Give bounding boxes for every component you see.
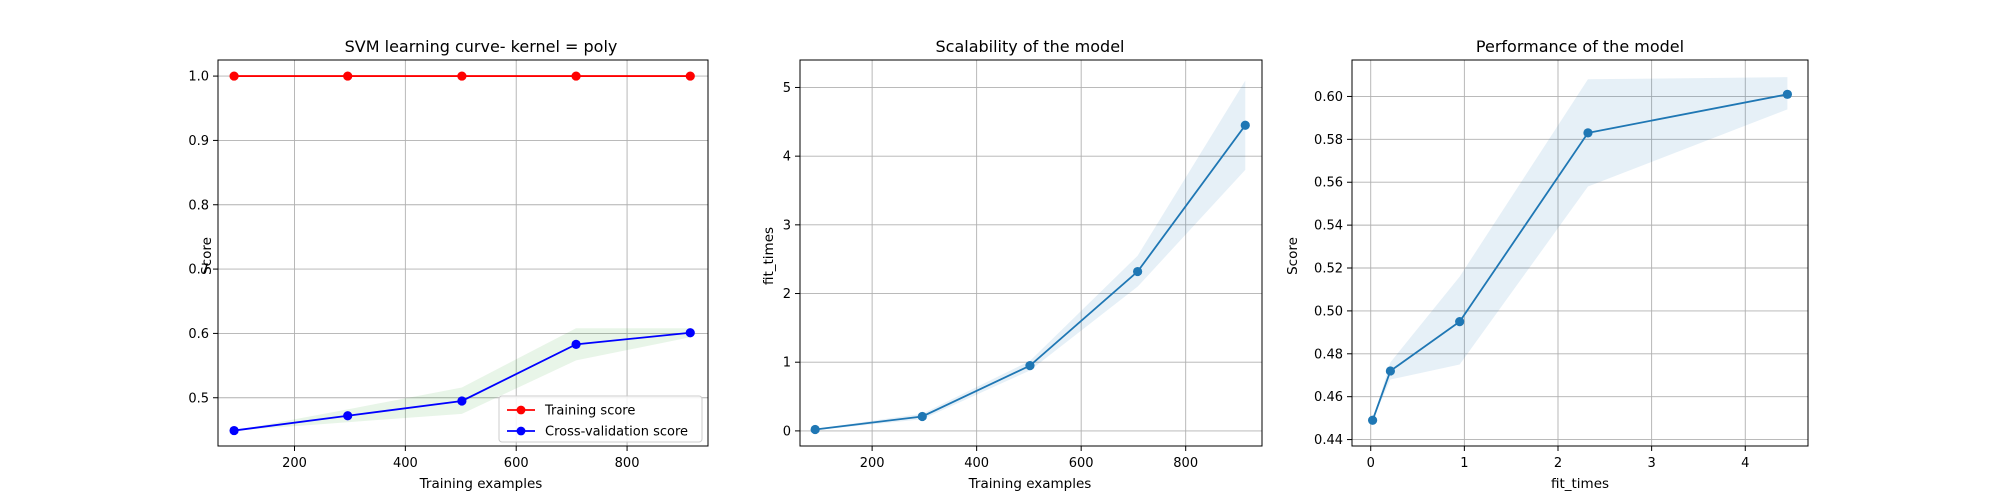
learning-curve-legend-marker-0 — [516, 405, 526, 415]
scalability-y-tick-label-0: 0 — [783, 424, 791, 439]
scalability-series-0-point-2 — [1025, 361, 1035, 371]
performance-x-tick-label-3: 3 — [1647, 456, 1655, 471]
chart-title-scalability: Scalability of the model — [936, 37, 1125, 56]
performance-y-tick-label-4: 0.52 — [1314, 262, 1343, 277]
performance-series-0-point-2 — [1455, 317, 1465, 327]
performance-x-tick-label-1: 1 — [1460, 456, 1468, 471]
learning-curve-series-1-point-1 — [343, 411, 353, 421]
learning-curve-series-1-point-4 — [685, 328, 695, 338]
learning-curve-series-1-point-3 — [571, 339, 581, 349]
performance-series-0-point-4 — [1782, 89, 1793, 99]
x-axis-label-performance: fit_times — [1551, 476, 1609, 492]
learning-curve-series-0-point-0 — [229, 71, 239, 81]
chart-title-performance: Performance of the model — [1476, 37, 1684, 56]
learning-curve-band-1 — [234, 328, 691, 431]
scalability-y-tick-label-3: 3 — [783, 218, 791, 233]
scalability-series-0-point-4 — [1240, 120, 1250, 130]
learning-curve-series-0-point-1 — [343, 71, 353, 81]
scalability-x-tick-label-1: 400 — [964, 456, 989, 471]
panel-performance: 0 1 2 3 4 0.44 0.46 0.48 0.50 0.52 0.54 0.56 0.58 0.6… — [1285, 37, 1809, 492]
plot-area-learning-curve: 200 400 600 800 0.5 0.6 0.7 0.8 0.9 1.0 Training s… — [188, 59, 709, 471]
learning-curve-x-tick-label-0: 200 — [282, 456, 307, 471]
performance-y-tick-label-8: 0.60 — [1314, 90, 1343, 105]
performance-x-tick-label-0: 0 — [1367, 456, 1375, 471]
learning-curve-y-tick-label-1: 0.6 — [188, 327, 209, 342]
scalability-x-tick-label-3: 800 — [1173, 456, 1198, 471]
learning-curve-y-tick-label-3: 0.8 — [188, 198, 209, 213]
learning-curve-y-tick-label-5: 1.0 — [188, 70, 209, 85]
performance-y-tick-label-2: 0.48 — [1314, 347, 1343, 362]
performance-y-tick-label-6: 0.56 — [1314, 176, 1343, 191]
x-axis-label-scalability: Training examples — [968, 476, 1092, 492]
scalability-series-0-point-1 — [917, 411, 927, 422]
learning-curve-legend: Training score Cross-validation score — [498, 395, 703, 443]
chart-title-learning-curve: SVM learning curve- kernel = poly — [345, 37, 618, 56]
learning-curve-series-0-point-4 — [685, 71, 695, 81]
learning-curve-legend-label-1: Cross-validation score — [545, 425, 688, 440]
x-axis-label-learning-curve: Training examples — [419, 476, 543, 492]
learning-curve-x-tick-label-1: 400 — [393, 456, 418, 471]
performance-y-tick-label-3: 0.50 — [1314, 304, 1343, 319]
performance-x-tick-label-4: 4 — [1741, 456, 1749, 471]
learning-curve-x-tick-label-2: 600 — [504, 456, 529, 471]
scalability-series-0-point-3 — [1133, 266, 1143, 277]
scalability-y-tick-label-1: 1 — [783, 356, 791, 371]
scalability-y-tick-label-5: 5 — [783, 81, 791, 96]
plot-area-scalability: 200 400 600 800 0 1 2 3 4 5 — [783, 59, 1263, 471]
performance-series-0-point-3 — [1583, 128, 1593, 138]
learning-curve-legend-marker-1 — [516, 426, 526, 436]
y-axis-label-scalability: fit_times — [761, 227, 777, 285]
scalability-x-tick-label-2: 600 — [1069, 456, 1094, 471]
performance-band-0 — [1372, 77, 1788, 421]
performance-axes-frame — [1351, 59, 1809, 447]
learning-curve-series-0-point-3 — [571, 71, 581, 81]
learning-curve-series-1-point-2 — [457, 396, 467, 406]
learning-curve-x-tick-label-3: 800 — [615, 456, 640, 471]
learning-curve-y-tick-label-0: 0.5 — [188, 391, 209, 406]
y-axis-label-performance: Score — [1285, 237, 1301, 275]
learning-curve-y-tick-label-2: 0.7 — [188, 263, 209, 278]
learning-curve-series-1-point-0 — [229, 425, 239, 436]
performance-y-tick-label-1: 0.46 — [1314, 390, 1343, 405]
scalability-x-tick-label-0: 200 — [860, 456, 885, 471]
performance-y-tick-label-0: 0.44 — [1314, 433, 1343, 448]
scalability-y-tick-label-2: 2 — [783, 287, 791, 302]
plot-area-performance: 0 1 2 3 4 0.44 0.46 0.48 0.50 0.52 0.54 0.56 0.58 0.6… — [1314, 59, 1809, 471]
performance-x-tick-label-2: 2 — [1554, 456, 1562, 471]
performance-series-0-point-1 — [1385, 366, 1395, 376]
y-axis-label-learning-curve: Score — [199, 237, 215, 275]
scalability-band-0 — [815, 80, 1246, 431]
performance-y-tick-label-7: 0.58 — [1314, 133, 1343, 148]
learning-curve-series-0-point-2 — [457, 71, 467, 81]
panel-learning-curve: 200 400 600 800 0.5 0.6 0.7 0.8 0.9 1.0 Training s… — [188, 37, 709, 492]
scalability-series-0-point-0 — [810, 424, 820, 435]
performance-y-tick-label-5: 0.54 — [1314, 219, 1343, 234]
panel-scalability: 200 400 600 800 0 1 2 3 4 5 Scalability of the mo… — [761, 37, 1263, 492]
learning-curve-legend-label-0: Training score — [544, 404, 635, 419]
learning-curve-axes-frame — [217, 59, 709, 447]
performance-series-0-point-0 — [1367, 415, 1378, 425]
scalability-y-tick-label-4: 4 — [783, 150, 791, 165]
scalability-axes-frame — [799, 59, 1263, 447]
learning-curve-y-tick-label-4: 0.9 — [188, 134, 209, 149]
learning-curve-legend-frame — [498, 395, 703, 443]
